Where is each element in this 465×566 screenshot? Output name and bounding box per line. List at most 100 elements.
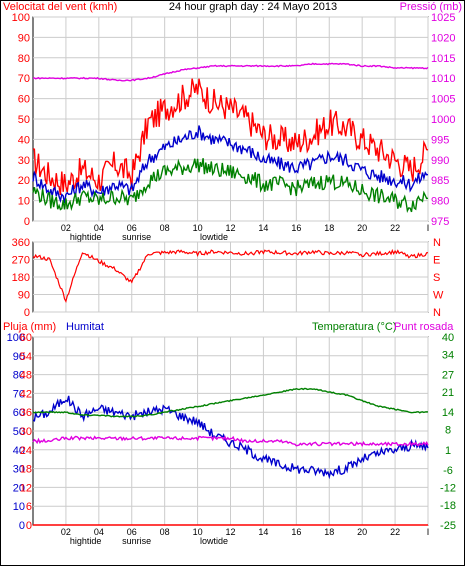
y-tick-label: 0 bbox=[24, 216, 30, 228]
y-tick-label: 70 bbox=[18, 73, 30, 85]
x-tick-label: 16 bbox=[291, 223, 301, 233]
y2-tick-label: 1015 bbox=[431, 53, 455, 65]
y-tick-label: 90 bbox=[18, 32, 30, 44]
humidity-tick-label: 60 bbox=[13, 407, 25, 419]
direction-tick-label: 0 bbox=[24, 307, 30, 319]
rain-tick-label: 60 bbox=[20, 332, 32, 344]
x-tick-label: 18 bbox=[324, 223, 334, 233]
x-tick-label: 08 bbox=[160, 223, 170, 233]
temperature-tick-label: -12 bbox=[440, 482, 456, 494]
event-label-hightide: hightide bbox=[70, 232, 102, 242]
y-tick-label: 20 bbox=[18, 175, 30, 187]
direction-tick-label: 90 bbox=[18, 290, 30, 302]
y2-tick-label: 1005 bbox=[431, 94, 455, 106]
wind-min-line bbox=[32, 158, 429, 213]
temperature-tick-label: -25 bbox=[440, 520, 456, 532]
x-tick-label: 22 bbox=[390, 223, 400, 233]
y2-tick-label: 1025 bbox=[431, 12, 455, 24]
y-tick-label: 60 bbox=[18, 94, 30, 106]
humidity-tick-label: 20 bbox=[13, 482, 25, 494]
y2-tick-label: 980 bbox=[431, 196, 449, 208]
rain-tick-label: 54 bbox=[20, 351, 32, 363]
x-tick-label: I bbox=[427, 527, 430, 537]
rain-tick-label: 48 bbox=[20, 370, 32, 382]
pressure-axis-label: Pressió (mb) bbox=[400, 1, 462, 13]
event-label-lowtide: lowtide bbox=[200, 232, 228, 242]
x-tick-label: 12 bbox=[225, 223, 235, 233]
x-tick-label: 12 bbox=[225, 527, 235, 537]
x-tick-label: 02 bbox=[61, 223, 71, 233]
y2-tick-label: 995 bbox=[431, 134, 449, 146]
humidity-line bbox=[32, 395, 429, 480]
humidity-tick-label: 80 bbox=[13, 370, 25, 382]
y2-tick-label: 975 bbox=[431, 216, 449, 228]
y-tick-label: 30 bbox=[18, 155, 30, 167]
humidity-tick-label: 90 bbox=[13, 351, 25, 363]
humidity-axis-label: Humitat bbox=[66, 321, 104, 333]
dew-point-axis-label: Punt rosada bbox=[394, 321, 454, 333]
temperature-tick-label: 14 bbox=[442, 407, 454, 419]
rain-tick-label: 24 bbox=[20, 445, 32, 457]
x-tick-label: 08 bbox=[160, 527, 170, 537]
chart-title: 24 hour graph day : 24 Mayo 2013 bbox=[169, 1, 337, 13]
x-tick-label: 06 bbox=[127, 527, 137, 537]
wind-speed-axis-label: Velocitat del vent (kmh) bbox=[3, 1, 117, 13]
y-tick-label: 50 bbox=[18, 114, 30, 126]
x-tick-label: 14 bbox=[258, 223, 268, 233]
x-tick-label: 14 bbox=[258, 527, 268, 537]
x-tick-label: I bbox=[427, 223, 430, 233]
x-tick-label: 20 bbox=[357, 223, 367, 233]
pressure-line bbox=[32, 62, 429, 82]
rain-tick-label: 6 bbox=[26, 501, 32, 513]
rain-tick-label: 30 bbox=[20, 426, 32, 438]
humidity-tick-label: 40 bbox=[13, 445, 25, 457]
x-tick-label: 10 bbox=[193, 223, 203, 233]
temperature-tick-label: -6 bbox=[443, 465, 453, 477]
rain-tick-label: 18 bbox=[20, 464, 32, 476]
wind-direction-line bbox=[32, 248, 429, 304]
compass-tick-label: N bbox=[433, 237, 441, 249]
humidity-tick-label: 100 bbox=[7, 332, 25, 344]
temperature-line bbox=[32, 387, 429, 418]
rain-tick-label: 36 bbox=[20, 407, 32, 419]
rain-tick-label: 42 bbox=[20, 388, 32, 400]
y-tick-label: 40 bbox=[18, 134, 30, 146]
direction-tick-label: 270 bbox=[12, 255, 30, 267]
temperature-tick-label: 21 bbox=[442, 387, 454, 399]
event-label-lowtide: lowtide bbox=[200, 536, 228, 546]
rain-axis-label: Pluja (mm) bbox=[3, 321, 56, 333]
temperature-tick-label: 34 bbox=[442, 349, 454, 361]
temp-humidity-panel: 0102030405060708090100061218243036424854… bbox=[7, 332, 456, 546]
compass-tick-label: S bbox=[433, 272, 440, 284]
y2-tick-label: 1010 bbox=[431, 73, 455, 85]
direction-tick-label: 180 bbox=[12, 272, 30, 284]
compass-tick-label: N bbox=[433, 307, 441, 319]
direction-tick-label: 360 bbox=[12, 237, 30, 249]
humidity-tick-label: 70 bbox=[13, 388, 25, 400]
y2-tick-label: 1020 bbox=[431, 32, 455, 44]
x-tick-label: 16 bbox=[291, 527, 301, 537]
temperature-tick-label: 27 bbox=[442, 370, 454, 382]
humidity-tick-label: 10 bbox=[13, 501, 25, 513]
rain-tick-label: 0 bbox=[26, 520, 32, 532]
x-tick-label: 18 bbox=[324, 527, 334, 537]
y2-tick-label: 990 bbox=[431, 155, 449, 167]
dew-point-line bbox=[32, 435, 429, 448]
y-tick-label: 10 bbox=[18, 196, 30, 208]
temperature-tick-label: 40 bbox=[442, 332, 454, 344]
temperature-tick-label: 8 bbox=[445, 425, 451, 437]
x-tick-label: 02 bbox=[61, 527, 71, 537]
event-label-hightide: hightide bbox=[70, 536, 102, 546]
temperature-tick-label: -18 bbox=[440, 500, 456, 512]
compass-tick-label: E bbox=[433, 255, 440, 267]
event-label-sunrise: sunrise bbox=[122, 536, 151, 546]
wind-max-line bbox=[32, 78, 429, 196]
event-label-sunrise: sunrise bbox=[122, 232, 151, 242]
temperature-tick-label: 1 bbox=[445, 445, 451, 457]
compass-tick-label: W bbox=[433, 290, 444, 302]
x-tick-label: 04 bbox=[94, 527, 104, 537]
x-tick-label: 04 bbox=[94, 223, 104, 233]
